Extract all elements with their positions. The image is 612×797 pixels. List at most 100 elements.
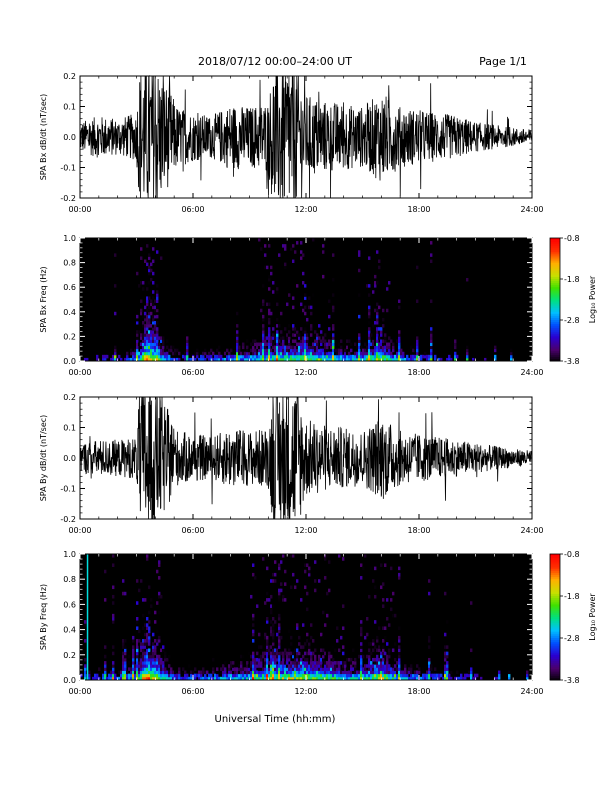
spectrogram-cell	[268, 357, 271, 362]
spectrogram-cell	[430, 351, 433, 356]
spectrogram-cell	[156, 299, 159, 303]
colorbar-step	[550, 287, 560, 290]
spectrogram-cell	[300, 250, 303, 254]
spectrogram-cell	[328, 667, 331, 671]
spectrogram-cell	[454, 676, 457, 681]
spectrogram-cell	[138, 629, 141, 634]
spectrogram-cell	[278, 351, 281, 356]
spectrogram-cell	[252, 661, 255, 665]
spectrogram-cell	[398, 657, 401, 662]
spectrogram-cell	[142, 342, 145, 347]
spectrogram-cell	[240, 351, 243, 356]
spectrogram-cell	[152, 290, 155, 294]
spectrogram-cell	[366, 284, 369, 288]
spectrogram-cell	[138, 639, 141, 643]
by-spectrogram-panel: 0.00.20.40.60.81.000:00 06:00 12:00 18:00 24…	[39, 550, 544, 696]
spectrogram-cell	[140, 357, 143, 362]
spectrogram-cell	[158, 610, 161, 615]
spectrogram-cell	[416, 336, 419, 340]
spectrogram-cell	[96, 354, 99, 359]
spectrogram-cell	[312, 357, 315, 362]
spectrogram-cell	[136, 330, 139, 334]
spectrogram-cell	[296, 654, 299, 659]
spectrogram-cell	[154, 673, 157, 678]
spectrogram-cell	[398, 667, 401, 671]
spectrogram-cell	[328, 676, 331, 681]
spectrogram-cell	[278, 623, 281, 627]
spectrogram-cell	[248, 354, 251, 359]
spectrogram-cell	[300, 657, 303, 662]
spectrogram-cell	[300, 670, 303, 675]
spectrogram-cell	[312, 651, 315, 656]
spectrogram-cell	[232, 664, 235, 668]
spectrogram-cell	[166, 670, 169, 675]
spectrogram-cell	[338, 667, 341, 671]
spectrogram-cell	[236, 667, 239, 671]
spectrogram-cell	[250, 351, 253, 356]
spectrogram-cell	[152, 281, 155, 285]
spectrogram-cell	[166, 657, 169, 662]
spectrogram-cell	[332, 336, 335, 340]
spectrogram-cell	[132, 667, 135, 671]
spectrogram-cell	[154, 342, 157, 347]
spectrogram-cell	[342, 557, 345, 561]
spectrogram-cell	[304, 676, 307, 681]
spectrogram-cell	[408, 676, 411, 681]
spectrogram-cell	[296, 348, 299, 353]
spectrogram-cell	[304, 667, 307, 671]
spectrogram-cell	[312, 670, 315, 675]
spectrogram-cell	[376, 648, 379, 653]
spectrogram-cell	[366, 654, 369, 659]
spectrogram-cell	[154, 327, 157, 331]
spectrogram-cell	[288, 648, 291, 653]
spectrogram-cell	[268, 661, 271, 665]
spectrogram-cell	[262, 667, 265, 671]
spectrogram-cell	[388, 348, 391, 353]
spectrogram-cell	[392, 345, 395, 350]
spectrogram-cell	[382, 670, 385, 675]
spectrogram-cell	[264, 336, 267, 340]
spectrogram-cell	[152, 654, 155, 659]
spectrogram-cell	[210, 357, 213, 362]
spectrogram-cell	[322, 664, 325, 668]
spectrogram-cell	[372, 676, 375, 681]
spectrogram-cell	[336, 333, 339, 337]
spectrogram-cell	[286, 670, 289, 675]
spectrogram-cell	[200, 357, 203, 362]
spectrogram-cell	[324, 554, 327, 558]
spectrogram-cell	[340, 635, 343, 640]
spectrogram-cell	[142, 351, 145, 356]
spectrogram-cell	[124, 645, 127, 649]
spectrogram-cell	[386, 357, 389, 362]
spectrogram-cell	[156, 345, 159, 350]
spectrogram-cell	[372, 639, 375, 643]
colorbar-step	[550, 291, 560, 294]
spectrogram-cell	[272, 651, 275, 656]
spectrogram-cell	[380, 333, 383, 337]
spectrogram-cell	[346, 357, 349, 362]
x-tick-label: 12:00	[294, 205, 317, 214]
spectrogram-cell	[270, 654, 273, 659]
spectrogram-cell	[358, 253, 361, 257]
spectrogram-cell	[276, 676, 279, 681]
spectrogram-cell	[384, 635, 387, 640]
spectrogram-cell	[192, 670, 195, 675]
spectrogram-cell	[398, 661, 401, 665]
spectrogram-cell	[142, 357, 145, 362]
spectrogram-cell	[386, 670, 389, 675]
spectrogram-cell	[272, 657, 275, 662]
spectrogram-cell	[304, 670, 307, 675]
spectrogram-cell	[470, 676, 473, 681]
spectrogram-cell	[112, 664, 115, 668]
colorbar-step	[550, 669, 560, 673]
spectrogram-cell	[150, 302, 153, 307]
spectrogram-cell	[358, 342, 361, 347]
spectrogram-cell	[430, 354, 433, 359]
spectrogram-cell	[158, 591, 161, 596]
spectrogram-cell	[360, 351, 363, 356]
spectrogram-cell	[268, 308, 271, 313]
spectrogram-cell	[160, 670, 163, 675]
by-waveform-panel: -0.2-0.10.00.10.200:00 06:00 12:00 18:00 24:…	[39, 393, 544, 535]
spectrogram-cell	[306, 657, 309, 662]
spectrogram-cell	[300, 348, 303, 353]
